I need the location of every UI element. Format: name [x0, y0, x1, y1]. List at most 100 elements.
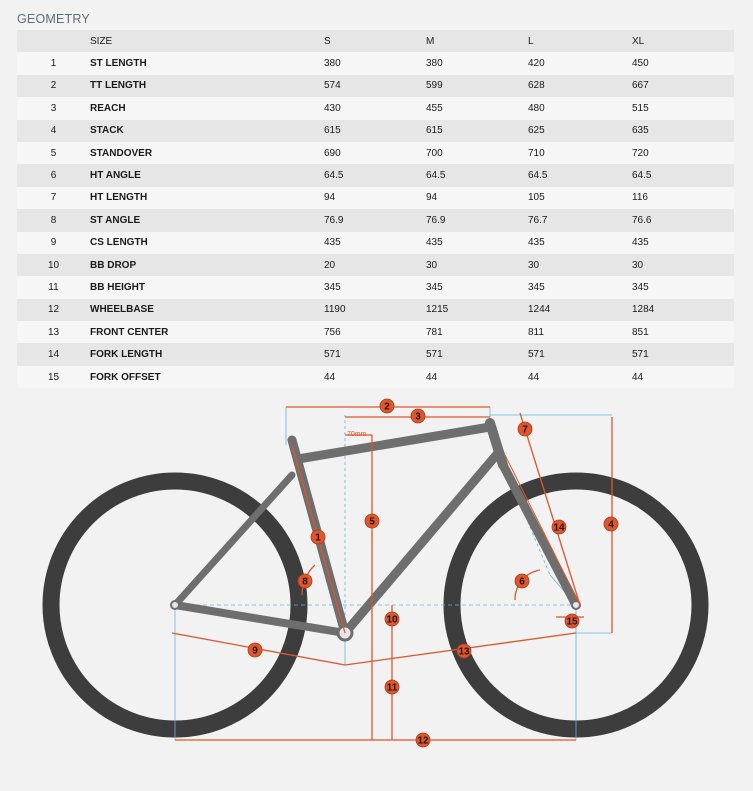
cell-s: 756 [324, 326, 341, 338]
cell-s: 574 [324, 80, 341, 92]
cell-name: FORK OFFSET [90, 371, 161, 383]
cell-m: 44 [426, 371, 438, 383]
marker-label: 3 [415, 412, 421, 423]
cell-xl: 515 [632, 102, 649, 114]
cell-xl: 44 [632, 371, 644, 383]
geometry-table: SIZE S M L XL 1 ST LENGTH 380 380 420 450 2 TT … [17, 30, 734, 389]
cell-s: 44 [324, 371, 336, 383]
cell-s: 615 [324, 125, 341, 137]
table-row: 6 HT ANGLE 64.5 64.5 64.5 64.5 [17, 164, 734, 187]
cell-m: 345 [426, 281, 443, 293]
header-xl: XL [632, 35, 645, 47]
cell-m: 94 [426, 192, 438, 204]
cell-num: 9 [50, 237, 57, 249]
marker-11: 11 [384, 679, 400, 695]
marker-5: 5 [364, 513, 380, 529]
cell-name: TT LENGTH [90, 80, 147, 92]
cell-xl: 851 [632, 326, 649, 338]
cell-s: 380 [324, 58, 341, 70]
marker-label: 11 [387, 683, 398, 694]
cell-xl: 64.5 [632, 170, 652, 182]
marker-6: 6 [514, 573, 530, 589]
marker-label: 1 [315, 533, 321, 544]
cell-name: FORK LENGTH [90, 349, 163, 361]
marker-label: 13 [458, 647, 470, 658]
cell-l: 710 [528, 147, 545, 159]
cell-m: 615 [426, 125, 443, 137]
marker-label: 10 [386, 615, 398, 626]
marker-label: 4 [608, 520, 614, 531]
cell-m: 380 [426, 58, 443, 70]
table-row: 13 FRONT CENTER 756 781 811 851 [17, 321, 734, 344]
table-row: 11 BB HEIGHT 345 345 345 345 [17, 276, 734, 299]
cell-name: BB DROP [90, 259, 137, 271]
cell-s: 76.9 [324, 214, 344, 226]
cell-l: 420 [528, 58, 545, 70]
cell-xl: 571 [632, 349, 649, 361]
header-s: S [324, 35, 331, 47]
cell-m: 700 [426, 147, 443, 159]
marker-10: 10 [384, 611, 400, 627]
cell-m: 781 [426, 326, 443, 338]
marker-1: 1 [310, 529, 326, 545]
cell-l: 1244 [528, 304, 551, 316]
cell-m: 30 [426, 259, 438, 271]
cell-l: 628 [528, 80, 545, 92]
cell-l: 76.7 [528, 214, 548, 226]
marker-13: 13 [456, 643, 472, 659]
cell-num: 11 [48, 281, 59, 293]
cell-l: 625 [528, 125, 545, 137]
cell-name: HT ANGLE [90, 170, 141, 182]
cell-name: ST ANGLE [90, 214, 141, 226]
cell-l: 480 [528, 102, 545, 114]
marker-label: 15 [566, 617, 578, 628]
cell-num: 13 [47, 326, 60, 338]
cell-num: 12 [47, 304, 60, 316]
table-row: 9 CS LENGTH 435 435 435 435 [17, 231, 734, 254]
header-size: SIZE [90, 35, 113, 47]
header-num [17, 30, 90, 52]
marker-7: 7 [517, 421, 533, 437]
table-row: 4 STACK 615 615 625 635 [17, 119, 734, 142]
cell-s: 1190 [324, 304, 346, 316]
table-header-row: SIZE S M L XL [17, 30, 734, 53]
marker-label: 2 [384, 402, 390, 413]
cell-m: 64.5 [426, 170, 446, 182]
cell-xl: 720 [632, 147, 649, 159]
marker-label: 5 [369, 517, 375, 528]
cell-xl: 435 [632, 237, 649, 249]
cell-l: 345 [528, 281, 545, 293]
cell-name: ST LENGTH [90, 58, 147, 70]
marker-9: 9 [247, 642, 263, 658]
table-row: 2 TT LENGTH 574 599 628 667 [17, 74, 734, 98]
cell-s: 64.5 [324, 170, 344, 182]
cell-xl: 635 [632, 125, 649, 137]
cell-name: FRONT CENTER [90, 326, 169, 338]
cell-xl: 667 [632, 80, 649, 92]
cell-xl: 1284 [632, 304, 655, 316]
cell-name: STANDOVER [90, 147, 153, 159]
cell-num: 5 [50, 147, 57, 159]
cell-xl: 116 [632, 192, 648, 204]
cell-s: 430 [324, 102, 341, 114]
cell-s: 94 [324, 192, 336, 204]
cell-name: CS LENGTH [90, 237, 148, 249]
cell-xl: 450 [632, 58, 649, 70]
cell-num: 7 [50, 192, 57, 204]
marker-label: 9 [252, 646, 258, 657]
marker-14: 14 [551, 519, 567, 535]
cell-num: 4 [50, 125, 57, 137]
marker-label: 7 [522, 425, 528, 436]
cell-m: 571 [426, 349, 443, 361]
marker-label: 8 [302, 577, 308, 588]
marker-12: 12 [415, 732, 431, 748]
cell-name: STACK [90, 125, 124, 137]
cell-num: 2 [50, 80, 57, 92]
cell-l: 30 [528, 259, 540, 271]
cell-s: 435 [324, 237, 341, 249]
cell-l: 64.5 [528, 170, 548, 182]
table-row: 14 FORK LENGTH 571 571 571 571 [17, 343, 734, 366]
cell-num: 6 [50, 170, 57, 182]
